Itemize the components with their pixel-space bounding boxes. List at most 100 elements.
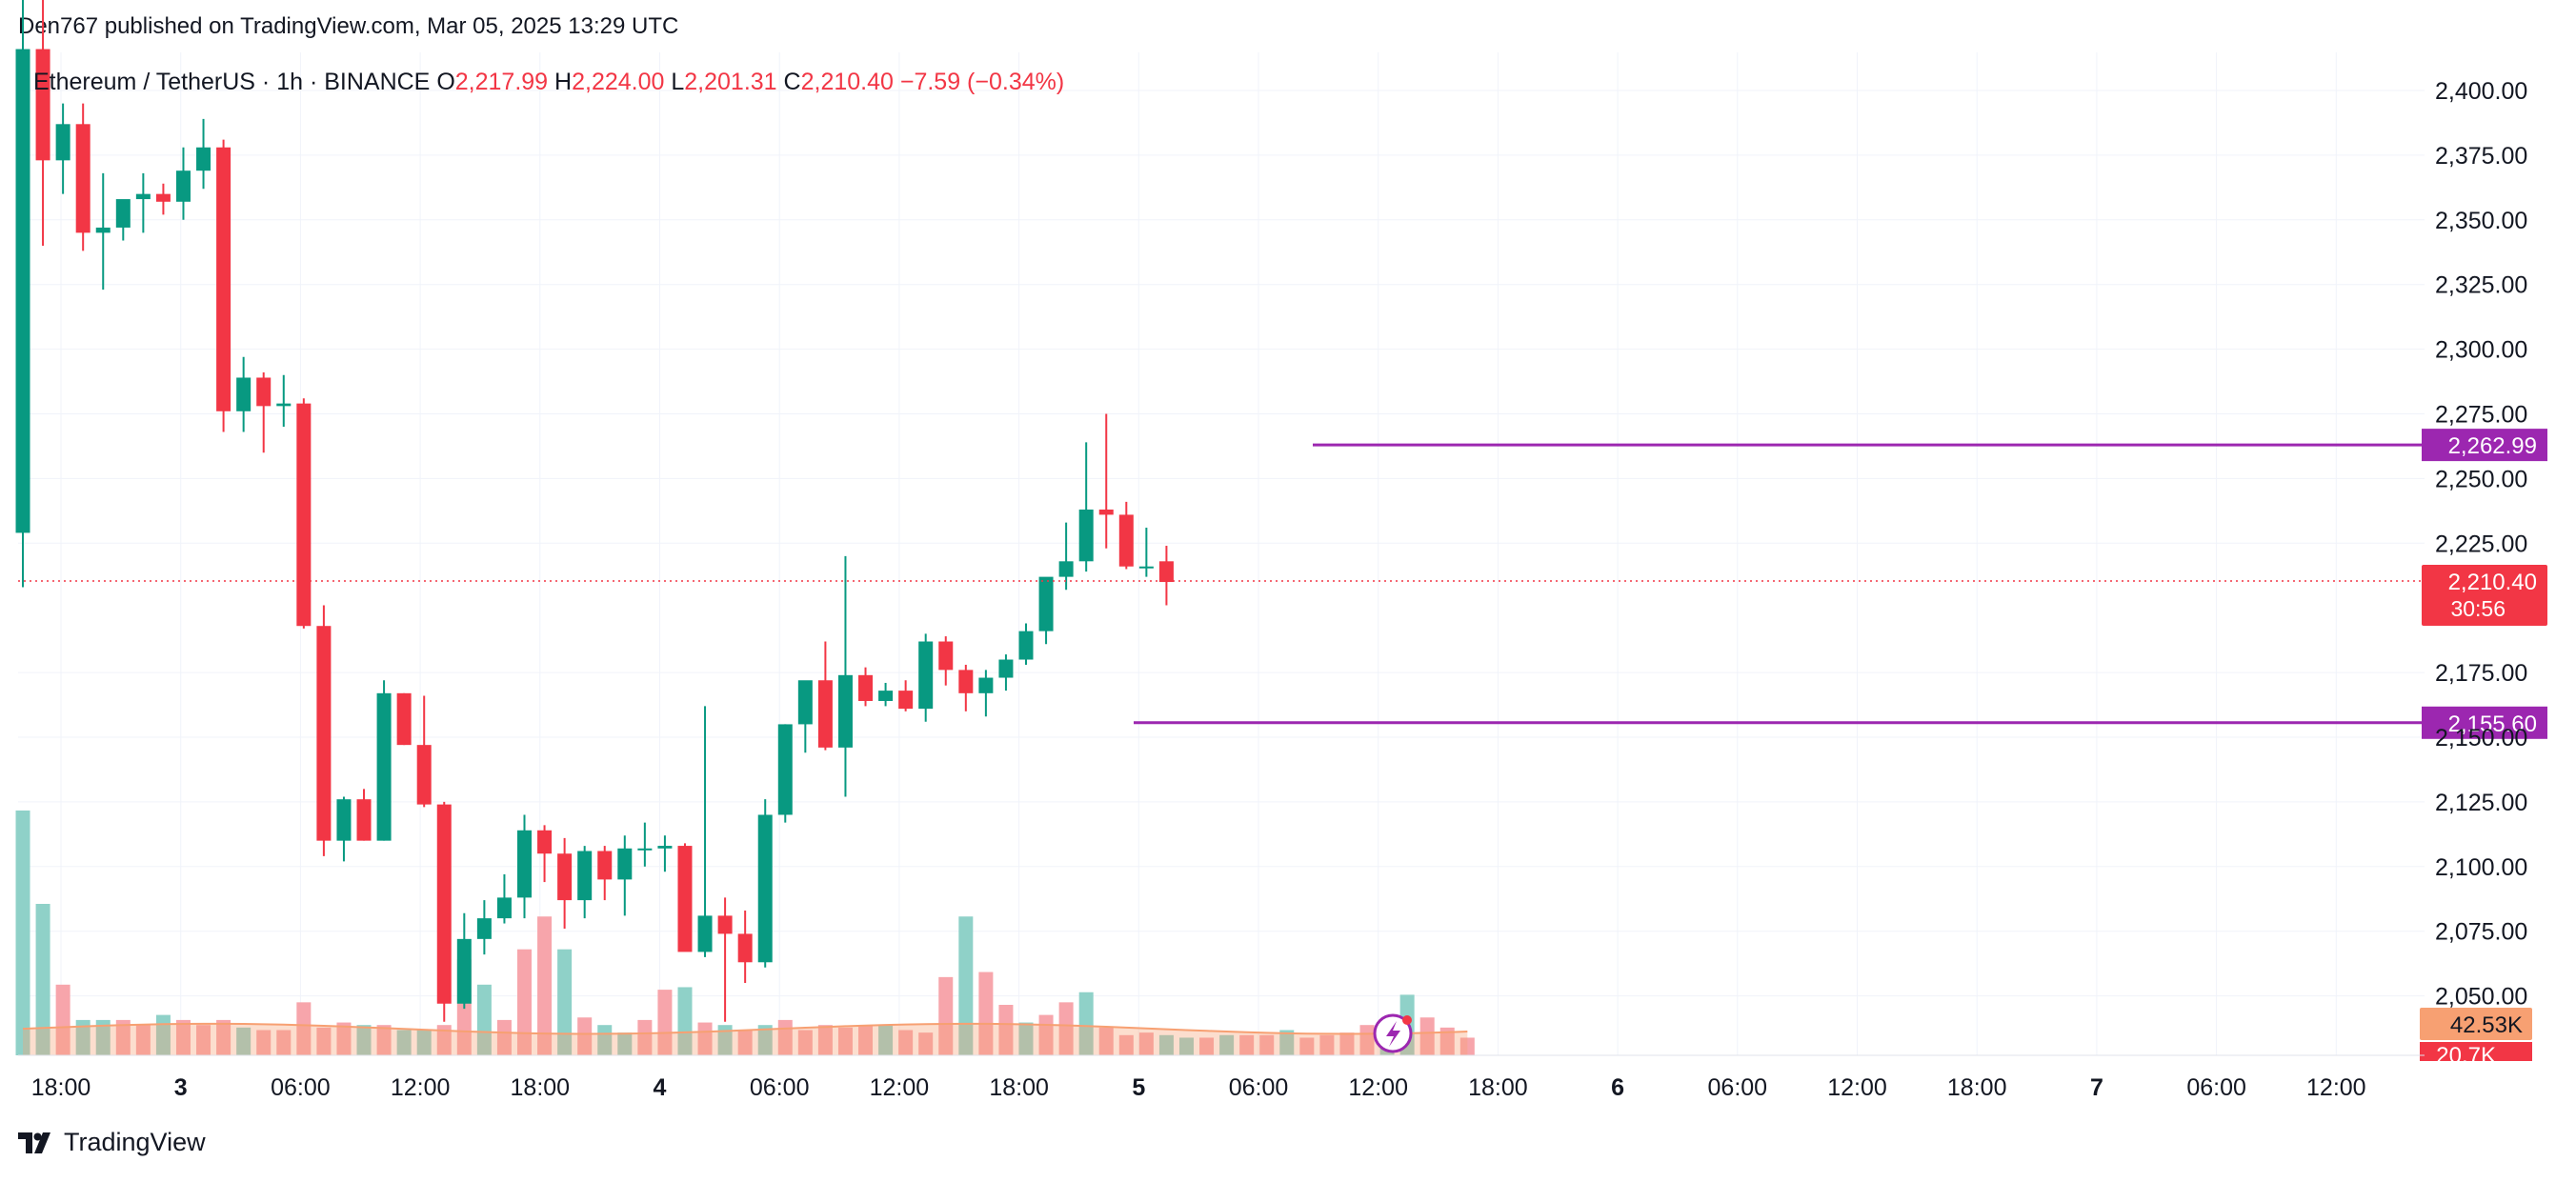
volume-ma-label: 42.53K [2450,1012,2523,1038]
candle-body [256,377,272,407]
candle-body [416,745,432,805]
time-tick-label: 06:00 [271,1074,331,1101]
time-tick-label: 12:00 [1348,1074,1408,1101]
volume-bar [1158,1034,1174,1055]
candle-body [858,674,874,701]
time-tick-label: 5 [1132,1074,1145,1101]
candle-body [95,227,111,233]
price-tick-label: 2,275.00 [2435,402,2527,429]
time-tick-label: 12:00 [1827,1074,1887,1101]
candle-body [1098,509,1114,515]
candle-body [557,853,573,901]
volume-bar [436,1025,452,1055]
legend-part: O [436,69,454,95]
volume-bar [256,1030,272,1055]
volume-bar [296,1002,312,1055]
candle-body [918,641,934,710]
candle-body [597,851,613,880]
candle-body [496,897,512,919]
volume-bar [1118,1034,1134,1055]
volume-bar [75,1019,91,1055]
volume-bar [517,949,532,1055]
price-tick-label: 2,350.00 [2435,208,2527,234]
candle-body [236,377,252,411]
volume-bar [858,1025,874,1055]
lightning-icon [1386,1021,1400,1047]
volume-bar [817,1025,833,1055]
volume-bar [1098,1027,1114,1055]
last-price-label: 2,210.40 [2448,570,2537,595]
level-price-label-bg [2422,706,2547,739]
countdown-label: 30:56 [2450,596,2506,621]
candle-body [296,403,312,627]
candle-body [657,846,673,849]
volume-bar [476,984,492,1055]
legend-part: 2,224.00 [572,69,671,95]
candle-body [737,933,753,963]
ohlc-legend: Ethereum / TetherUS · 1h · BINANCE O2,21… [33,69,1064,95]
volume-bar [1339,1032,1355,1055]
volume-bar [557,949,573,1055]
volume-bar [175,1019,191,1055]
time-tick-label: 06:00 [1229,1074,1289,1101]
candle-body [577,851,593,901]
time-tick-label: 12:00 [2306,1074,2366,1101]
candle-body [1038,576,1054,631]
candle-body [135,193,151,200]
volume-bar [597,1025,613,1055]
time-tick-label: 4 [654,1074,667,1101]
alert-icon[interactable] [1373,1013,1413,1053]
candle-body [998,659,1014,678]
volume-bar [938,976,954,1055]
legend-part: C [784,69,801,95]
tradingview-brand: TradingView [64,1128,206,1156]
volume-bar [115,1019,131,1055]
volume-bar [1299,1037,1315,1055]
time-tick-label: 06:00 [1708,1074,1768,1101]
volume-bar [1459,1037,1475,1055]
candle-body [797,680,813,725]
candle-body [837,674,853,748]
time-tick-label: 12:00 [870,1074,930,1101]
time-tick-label: 12:00 [391,1074,451,1101]
alert-dot [1402,1015,1412,1025]
volume-bar [1058,1002,1074,1055]
volume-ma-area [23,1023,1468,1055]
legend-part: −7.59 (−0.34%) [900,69,1064,95]
volume-bar [135,1025,151,1055]
volume-bar [617,1032,633,1055]
volume-bar [878,1025,894,1055]
candle-body [396,692,412,746]
candle-body [717,915,733,934]
candle-body [817,680,833,748]
candle-body [1118,514,1134,567]
candlesticks [15,0,1174,1022]
volume-bar [95,1019,111,1055]
price-tick-label: 2,375.00 [2435,143,2527,170]
volume-bar [1219,1034,1235,1055]
candle-body [155,193,171,202]
volume-bar [1138,1032,1154,1055]
candle-body [175,170,191,202]
volume-bar [918,1032,934,1055]
time-axis: 18:00 3 06:00 12:00 18:00 4 06:00 12:00 18:00 5 06… [18,1054,2425,1101]
volume-bar [316,1027,332,1055]
volume-bar [35,904,50,1055]
price-tick-label: 2,400.00 [2435,78,2527,105]
candle-body [878,691,894,701]
volume-bar [496,1019,512,1055]
candle-body [75,124,91,233]
ohlc-legend-text: Ethereum / TetherUS · 1h · BINANCE O2,21… [33,69,1064,95]
candle-body [958,670,974,693]
candle-body [617,848,633,880]
price-tick-label: 2,225.00 [2435,531,2527,557]
time-tick-label: 18:00 [31,1074,91,1101]
tradingview-logo[interactable]: TradingView [18,1128,206,1157]
candle-body [316,626,332,841]
volume-bar [1018,1022,1034,1055]
volume-bar [276,1030,292,1055]
last-price-label-bg [2422,564,2547,626]
time-tick-label: 18:00 [1947,1074,2007,1101]
